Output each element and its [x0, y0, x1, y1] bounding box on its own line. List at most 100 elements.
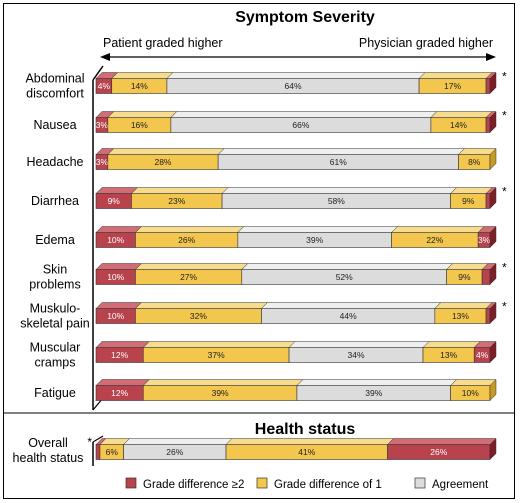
bar-5-segment-top-grade2: [95, 263, 143, 270]
bar-7-data-label: 13%: [440, 350, 457, 360]
bar-2-side-face: [489, 147, 497, 171]
bar-3-data-label: 58%: [328, 196, 345, 206]
bar-4-segment-top-grade2: [95, 226, 143, 233]
bar-4-data-label: 10%: [107, 235, 124, 245]
health-bar-segment-top-grade1: [225, 438, 395, 445]
bar-1-segment-top-agree: [170, 111, 438, 118]
legend-label: Agreement: [432, 479, 489, 491]
bar-6-segment-top-grade1: [434, 302, 493, 309]
bar-6-segment-top-grade1: [134, 302, 269, 309]
bar-2-segment-top-grade1: [457, 148, 497, 155]
health-bar-data-label: 41%: [298, 447, 315, 457]
bar-3-data-label: 23%: [168, 196, 185, 206]
bar-6-significance-star: *: [502, 300, 507, 314]
bar-3-segment-top-grade1: [449, 187, 493, 194]
bar-6-data-label: 32%: [190, 311, 207, 321]
bar-7-segment-top-grade1: [422, 341, 481, 348]
bar-5-significance-star: *: [502, 261, 507, 275]
bar-8-segment-top-grade1: [449, 379, 497, 386]
bar-4-data-label: 39%: [306, 235, 323, 245]
bar-4-segment-top-grade1: [134, 226, 245, 233]
category-label: Muscular: [30, 341, 81, 355]
bar-0-segment-top-grade1: [111, 72, 174, 79]
bar-8-segment-top-agree: [296, 379, 458, 386]
category-label: Muskulo-: [30, 302, 81, 316]
category-label: Nausea: [33, 118, 76, 132]
category-label: Edema: [35, 233, 75, 247]
bar-0-significance-star: *: [502, 70, 507, 84]
bar-7-data-label: 12%: [111, 350, 128, 360]
bar-3-segment-top-grade1: [130, 187, 229, 194]
bar-7-segment-top-grade2: [95, 341, 150, 348]
bar-3-segment-grade2: [485, 193, 491, 209]
bar-0-data-label: 14%: [131, 81, 148, 91]
bar-1-data-label: 16%: [131, 120, 148, 130]
legend-label: Grade difference ≥2: [143, 479, 244, 491]
bar-0-side-face: [489, 71, 497, 95]
bar-1-data-label: 14%: [450, 120, 467, 130]
legend-swatch-grade2: [125, 477, 137, 489]
bar-5-segment-top-agree: [241, 263, 454, 270]
bar-1-data-label: 3%: [96, 120, 109, 130]
bar-5-data-label: 27%: [180, 272, 197, 282]
health-bar-data-label: 6%: [106, 447, 119, 457]
bar-0-segment-top-agree: [166, 72, 426, 79]
bar-7-segment-top-grade1: [142, 341, 296, 348]
bar-0-segment-top-grade1: [418, 72, 493, 79]
bar-2-segment-top-agree: [217, 148, 466, 155]
health-status-title: Health status: [255, 421, 356, 438]
direction-left-label: Patient graded higher: [103, 36, 223, 50]
health-status-label: health status: [13, 451, 84, 465]
bar-7-data-label: 34%: [348, 350, 365, 360]
bar-7-data-label: 4%: [476, 350, 489, 360]
bar-3-side-face: [489, 186, 497, 210]
bar-8-data-label: 12%: [111, 388, 128, 398]
bar-4-data-label: 26%: [178, 235, 195, 245]
bar-5-data-label: 52%: [336, 272, 353, 282]
y-axis-depth-top: [92, 65, 104, 81]
category-label: Headache: [27, 155, 84, 169]
bar-0-data-label: 17%: [444, 81, 461, 91]
bar-5-segment-top-grade1: [134, 263, 249, 270]
bar-6-segment-top-agree: [260, 302, 442, 309]
direction-right-label: Physician graded higher: [359, 36, 493, 50]
bar-1-data-label: 66%: [292, 120, 309, 130]
bar-8-data-label: 39%: [365, 388, 382, 398]
bar-2-data-label: 3%: [96, 157, 109, 167]
health-bar-segment-grade2: [95, 444, 101, 460]
bar-2-data-label: 61%: [330, 157, 347, 167]
legend-label: Grade difference of 1: [274, 479, 382, 491]
bar-1-segment-top-grade1: [430, 111, 493, 118]
bar-0-data-label: 64%: [284, 81, 301, 91]
bar-2-data-label: 28%: [154, 157, 171, 167]
bar-2-data-label: 8%: [468, 157, 481, 167]
bar-3-data-label: 9%: [462, 196, 475, 206]
bar-6-data-label: 13%: [452, 311, 469, 321]
legend-swatch-grade1: [256, 477, 268, 489]
bar-2-segment-top-grade1: [107, 148, 225, 155]
category-label: cramps: [35, 356, 76, 370]
bar-0-segment-grade2: [485, 78, 491, 94]
bar-1-side-face: [489, 110, 497, 134]
bar-7-side-face: [489, 340, 497, 364]
bar-8-segment-top-grade1: [142, 379, 304, 386]
bar-3-data-label: 9%: [108, 196, 121, 206]
bar-6-data-label: 10%: [107, 311, 124, 321]
bar-3-segment-top-grade2: [95, 187, 139, 194]
health-bar-data-label: 26%: [166, 447, 183, 457]
bar-5-data-label: 10%: [107, 272, 124, 282]
arrow-left-head: [100, 53, 110, 61]
health-bar-significance-star: *: [87, 435, 92, 449]
bar-8-side-face: [489, 378, 497, 402]
legend-swatch-agree: [414, 477, 426, 489]
bar-6-segment-grade2: [485, 308, 491, 324]
category-label: Fatigue: [34, 386, 76, 400]
bar-1-segment-grade2: [485, 117, 491, 133]
bar-4-segment-top-agree: [237, 226, 399, 233]
bar-5-segment-top-grade1: [446, 263, 489, 270]
figure-frame: [3, 3, 515, 499]
chart-title: Symptom Severity: [235, 9, 375, 26]
health-status-label: Overall: [28, 436, 68, 450]
bar-7-data-label: 37%: [208, 350, 225, 360]
